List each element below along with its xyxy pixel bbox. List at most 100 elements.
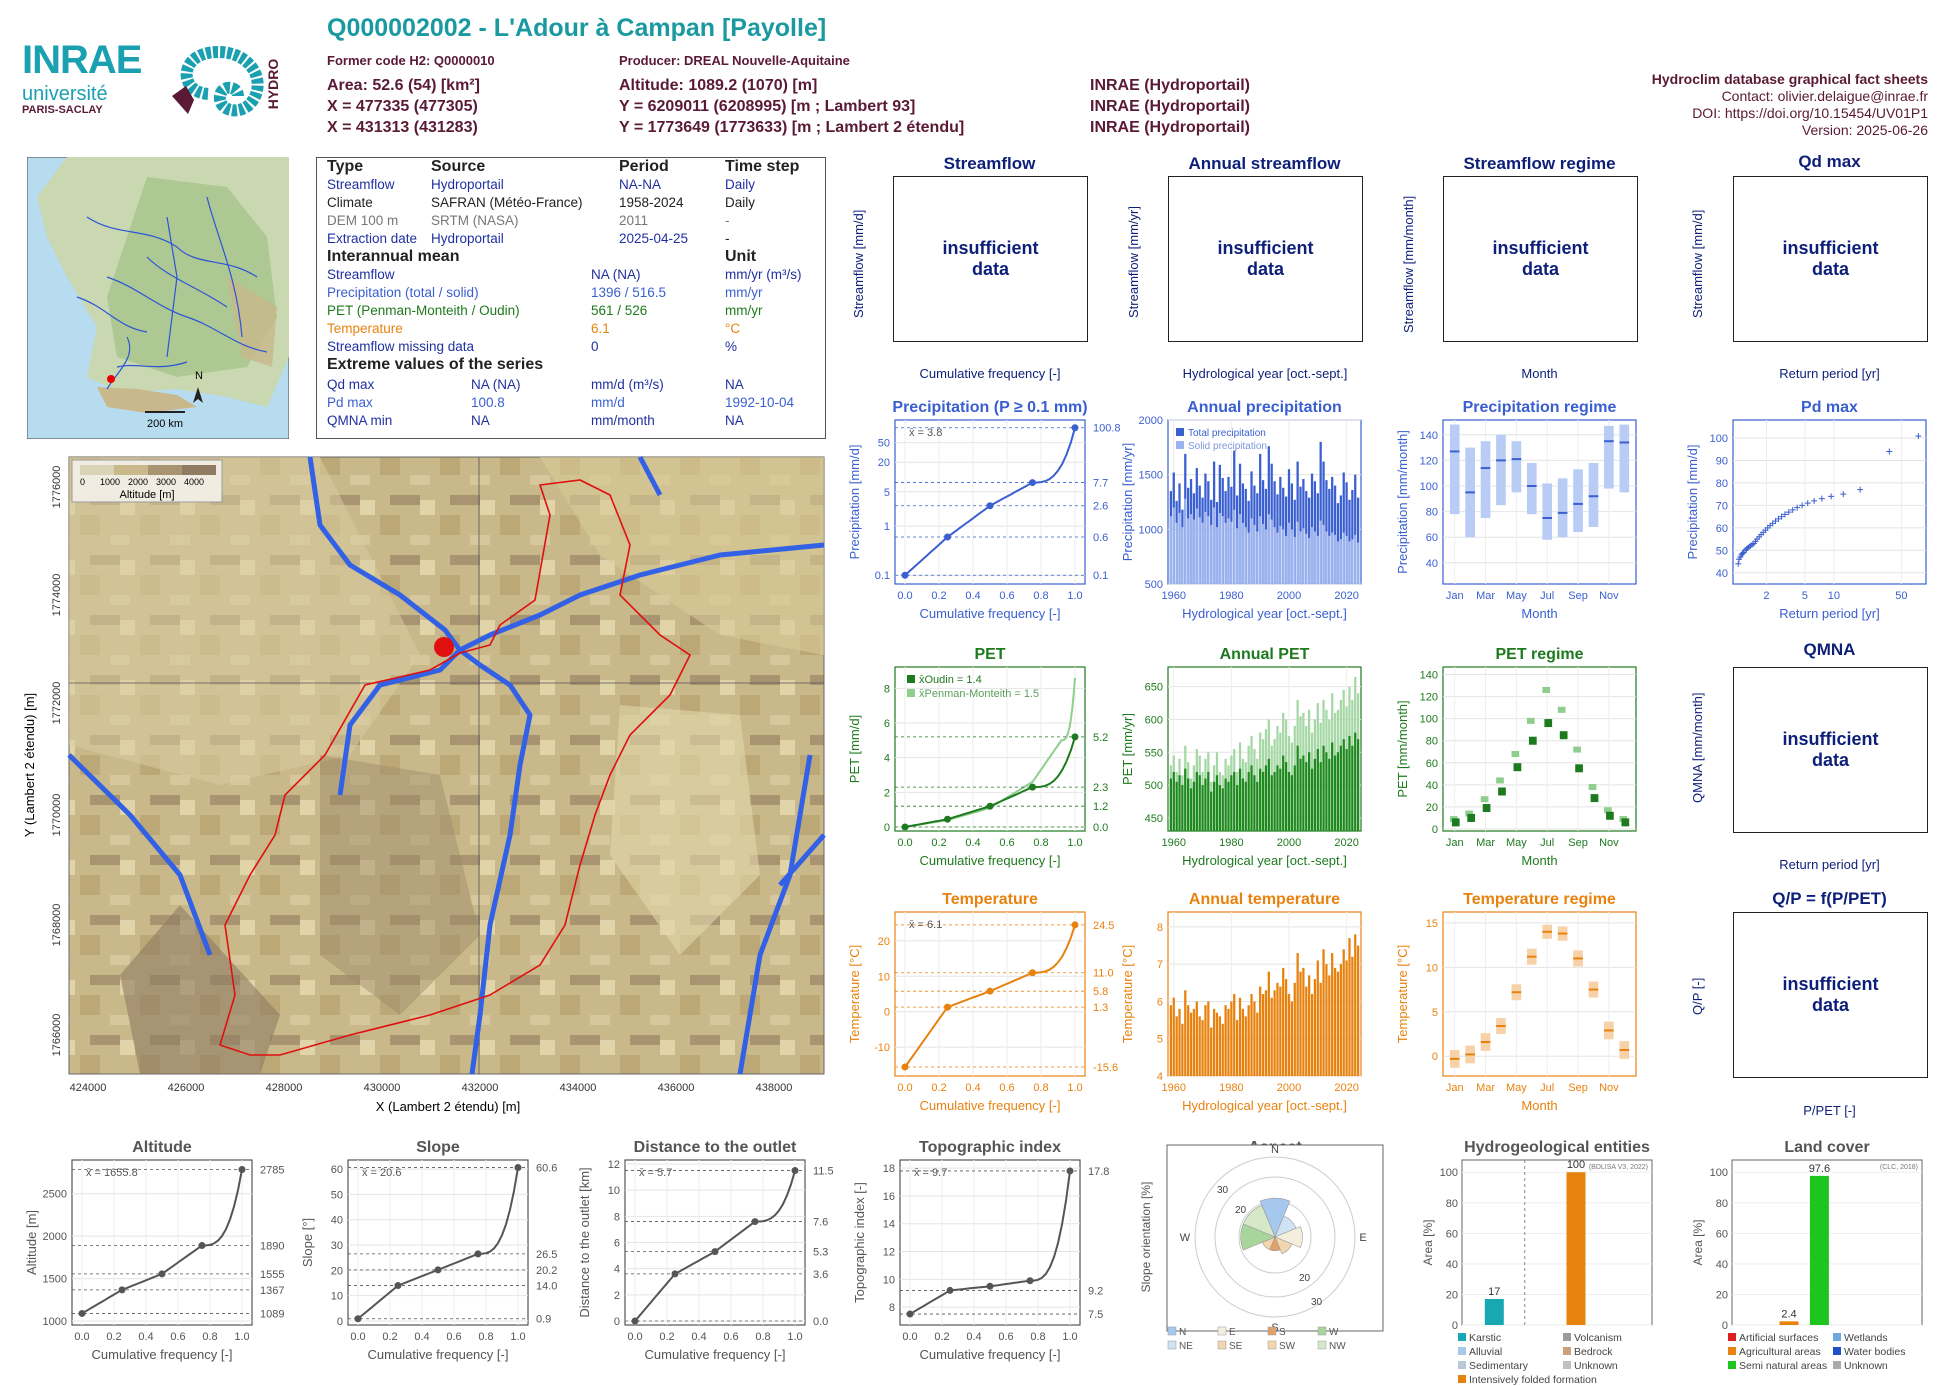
plot-area — [1442, 419, 1637, 585]
y-tick-label: 140 — [1420, 670, 1438, 682]
solid-precip-bar — [1331, 532, 1334, 584]
temperature-bar — [1212, 1008, 1216, 1076]
x-tick-label: 0.4 — [414, 1331, 429, 1343]
regime-box — [1588, 462, 1599, 527]
temperature-bar — [1207, 1001, 1210, 1076]
pet-oudin-bar — [1313, 758, 1317, 831]
temperature-bar — [1339, 964, 1342, 1076]
legend-swatch — [1563, 1361, 1571, 1369]
right-value-label: 1.2 — [1093, 801, 1108, 813]
y-tick-label: 550 — [1145, 747, 1163, 759]
legend-swatch — [1563, 1333, 1571, 1341]
y-axis-label: Area [%] — [1691, 1219, 1705, 1265]
legend-label: Agricultural areas — [1739, 1346, 1821, 1358]
quantile-point — [1026, 1277, 1034, 1285]
page-title: Q000002002 - L'Adour à Campan [Payolle] — [327, 14, 827, 42]
pet-oudin-bar — [1296, 745, 1299, 831]
pet-pm-box — [1526, 717, 1535, 724]
temperature-bar — [1290, 1001, 1294, 1076]
legend-tick: 3000 — [156, 477, 176, 487]
x-tick-label: 2000 — [1277, 837, 1301, 849]
legend-swatch — [1267, 1326, 1277, 1336]
x-tick-label: 10 — [1828, 590, 1840, 602]
streamflow-title: Streamflow — [943, 154, 1036, 173]
temperature-bar — [1284, 979, 1288, 1076]
y-tick: 1770000 — [51, 794, 63, 837]
universite-logo-text: université — [22, 83, 108, 105]
mean-unit: mm/yr — [725, 303, 763, 318]
pet-oudin-box — [1528, 736, 1537, 745]
temperature-bar — [1302, 967, 1305, 1076]
x-tick-label: 0.6 — [999, 590, 1014, 602]
x-axis-label: Cumulative frequency [-] — [368, 1347, 509, 1362]
right-value-label: -15.6 — [1093, 1062, 1118, 1074]
x-tick-label: Jan — [1446, 837, 1464, 849]
pet-oudin-bar — [1351, 745, 1354, 831]
pet-oudin-bar — [1322, 745, 1325, 831]
temp-cdf-chart: Temperature Cumulative frequency [-] Tempe… — [847, 891, 1118, 1113]
annual-streamflow-xlabel: Hydrological year [oct.-sept.] — [1182, 366, 1348, 381]
annual-max-point — [1857, 486, 1864, 493]
mean-unit: mm/yr (m³/s) — [725, 267, 802, 282]
right-value-label: 17.8 — [1088, 1166, 1109, 1178]
y-tick-label: 10 — [878, 971, 890, 983]
y-tick-label: 5 — [1432, 1007, 1438, 1019]
y-tick-label: 60 — [1426, 532, 1438, 544]
x-tick-label: Sep — [1568, 837, 1588, 849]
y-lambert2: Y = 1773649 (1773633) [m ; Lambert 2 éte… — [619, 119, 965, 136]
total-precip-bar — [1342, 472, 1345, 584]
regime-box — [1480, 441, 1491, 518]
legend-swatch — [1833, 1333, 1841, 1341]
solid-precip-bar — [1316, 535, 1319, 584]
legend-tick: 1000 — [100, 477, 120, 487]
temperature-bar — [1230, 1001, 1233, 1076]
x-tick-label: 1960 — [1162, 1082, 1186, 1094]
area: Area: 52.6 (54) [km²] — [327, 77, 480, 94]
quantile-point — [986, 987, 994, 995]
solid-precip-bar — [1221, 516, 1224, 584]
y-tick-label: 8 — [614, 1211, 620, 1223]
north-label: N — [195, 370, 203, 382]
legend-label: Bedrock — [1574, 1346, 1613, 1358]
solid-precip-bar — [1244, 527, 1247, 584]
right-value-label: 7.6 — [813, 1217, 828, 1229]
x-tick: 436000 — [658, 1082, 695, 1094]
x-tick-label: Sep — [1568, 590, 1588, 602]
legend-label: Artificial surfaces — [1739, 1332, 1818, 1344]
extreme-date: NA — [725, 413, 744, 428]
y-tick-label: 0.1 — [875, 570, 890, 582]
x-tick-label: 0.0 — [627, 1331, 642, 1343]
temperature-bar — [1256, 1012, 1259, 1076]
temperature-bar — [1235, 1020, 1239, 1076]
gauging-station-marker — [434, 637, 454, 657]
temperature-bar — [1273, 990, 1276, 1076]
pet-oudin-bar — [1308, 752, 1311, 831]
extreme-unit: mm/d — [591, 395, 625, 410]
mean-label: x̄ = 6.1 — [909, 919, 942, 931]
extreme-heading: Extreme values of the series — [327, 356, 544, 373]
x-tick-label: 0.2 — [659, 1331, 674, 1343]
solid-precip-bar — [1296, 521, 1299, 584]
annual-max-point — [1799, 502, 1806, 509]
row-source: SAFRAN (Météo-France) — [431, 195, 583, 210]
y-tick-label: 4 — [884, 753, 890, 765]
pet-oudin-bar — [1356, 739, 1360, 831]
regime-box — [1573, 469, 1583, 533]
solid-precip-bar — [1195, 508, 1198, 584]
temperature-bar — [1215, 1012, 1219, 1076]
right-value-label: 0.0 — [813, 1316, 828, 1328]
qp-xlabel: P/PET [-] — [1803, 1103, 1856, 1118]
y-tick: 1774000 — [51, 574, 63, 617]
aspect-chart: AspectSlope orientation [%]NESW20302030N… — [1139, 1139, 1384, 1352]
x-tick: 426000 — [168, 1082, 205, 1094]
x-tick-label: 0.8 — [1030, 1331, 1045, 1343]
legend-label: N — [1179, 1327, 1186, 1338]
y-tick-label: 20 — [1446, 1289, 1458, 1301]
col-type: Type — [327, 158, 364, 175]
aspect-sector — [1242, 1204, 1276, 1238]
x-tick-label: May — [1506, 837, 1527, 849]
x-tick-label: 0.4 — [965, 1082, 980, 1094]
bar-value-label: 2.4 — [1781, 1308, 1796, 1320]
row-period: 2011 — [619, 213, 649, 228]
y-tick-label: 10 — [331, 1291, 343, 1303]
